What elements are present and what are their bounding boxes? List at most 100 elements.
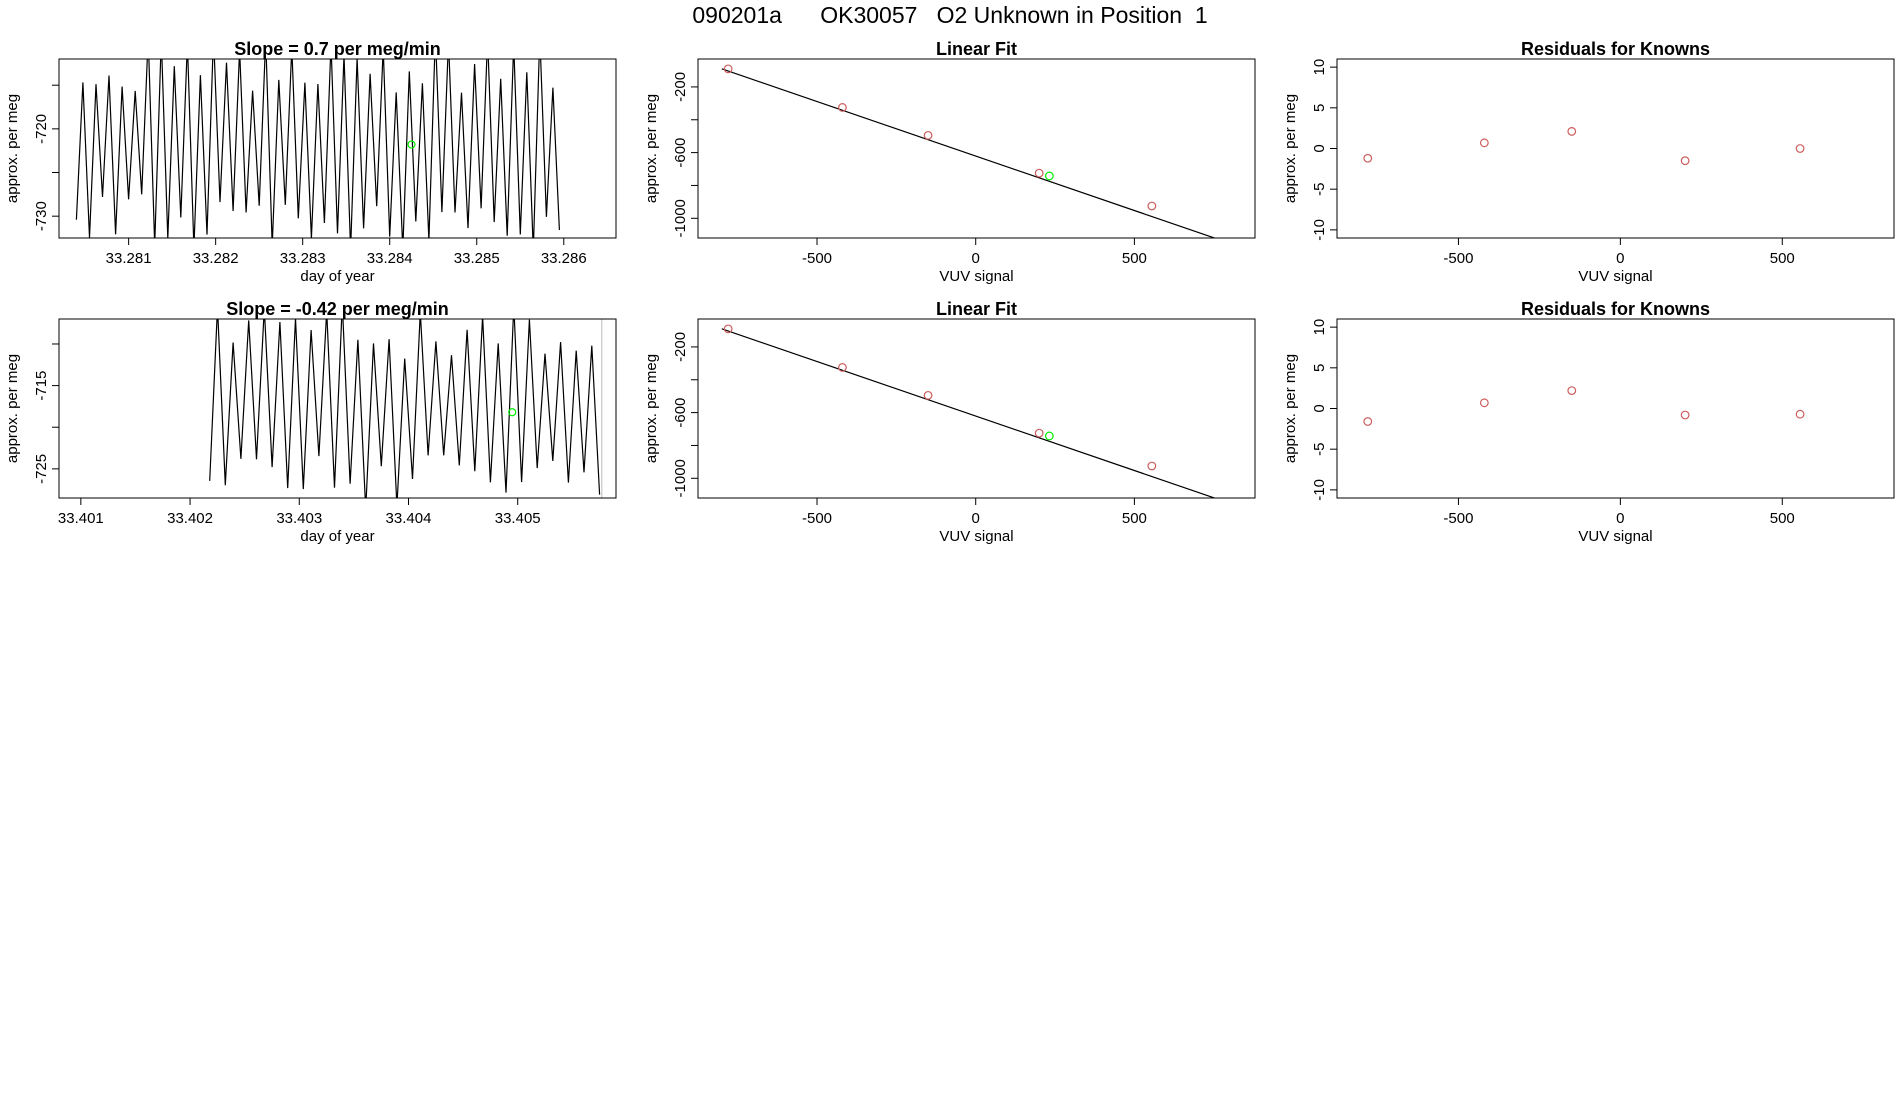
x-tick-label: 0 xyxy=(1616,510,1624,527)
signal-line xyxy=(209,319,601,498)
y-tick-label: 5 xyxy=(1311,364,1328,372)
residual-point xyxy=(1567,127,1577,136)
y-tick-label: -10 xyxy=(1311,219,1328,241)
chart-data-layer xyxy=(75,59,560,238)
y-tick-label: -725 xyxy=(33,454,50,484)
fit-line xyxy=(721,68,1217,238)
plot-frame xyxy=(58,318,617,499)
x-tick-label: 33.282 xyxy=(193,250,239,267)
plot-frame xyxy=(1336,58,1895,239)
residual-point xyxy=(1795,409,1805,419)
residual-point xyxy=(1363,417,1373,426)
chart-title: Residuals for Knowns xyxy=(1521,39,1710,59)
known-point xyxy=(1147,201,1157,211)
chart-data-layer xyxy=(1363,386,1805,426)
unknown-point xyxy=(1044,431,1054,441)
residual-point xyxy=(1479,138,1489,148)
y-tick-label: -730 xyxy=(33,201,50,231)
chart-panel-p2: Linear Fit -500 0 500 VUV signal -1000 -600 -20… xyxy=(643,39,1256,285)
y-tick-label: -200 xyxy=(672,332,689,362)
chart-panel-p1: Slope = 0.7 per meg/min 33.281 33.282 33.28… xyxy=(4,39,617,285)
chart-title: Residuals for Knowns xyxy=(1521,299,1710,319)
residual-point xyxy=(1680,156,1690,166)
residual-point xyxy=(1680,410,1690,420)
known-point xyxy=(723,64,733,74)
x-axis-label: VUV signal xyxy=(1578,528,1652,545)
y-tick-label: -1000 xyxy=(672,199,689,237)
plot-frame xyxy=(58,58,617,239)
y-tick-label: 10 xyxy=(1311,59,1328,76)
x-tick-label: 33.283 xyxy=(280,250,326,267)
y-axis-label: approx. per meg xyxy=(4,354,21,463)
y-axis-label: approx. per meg xyxy=(1282,94,1299,203)
chart-data-layer xyxy=(1363,127,1805,166)
known-point xyxy=(838,103,847,112)
y-tick-label: -600 xyxy=(672,138,689,168)
x-tick-label: -500 xyxy=(802,250,832,267)
fit-line xyxy=(721,328,1217,498)
x-tick-label: -500 xyxy=(1443,510,1473,527)
y-axis-label: approx. per meg xyxy=(643,354,660,463)
y-tick-label: 5 xyxy=(1311,104,1328,112)
chart-title: Linear Fit xyxy=(936,299,1017,319)
unknown-point xyxy=(1044,171,1054,181)
x-tick-label: 500 xyxy=(1122,510,1147,527)
x-tick-label: 500 xyxy=(1122,250,1147,267)
y-axis-label: approx. per meg xyxy=(1282,354,1299,463)
chart-panel-p6: Residuals for Knowns -500 0 500 VUV signal -1… xyxy=(1282,299,1895,545)
y-axis-label: approx. per meg xyxy=(4,94,21,203)
residual-point xyxy=(1363,153,1373,163)
y-tick-label: 10 xyxy=(1311,319,1328,336)
plot-frame xyxy=(1336,318,1895,499)
known-point xyxy=(923,390,933,400)
y-tick-label: -715 xyxy=(33,371,50,401)
x-tick-label: -500 xyxy=(802,510,832,527)
y-tick-label: -1000 xyxy=(672,459,689,497)
x-tick-label: 33.405 xyxy=(495,510,541,527)
x-axis-label: day of year xyxy=(300,268,374,285)
plot-frame xyxy=(697,318,1256,499)
chart-title: Slope = 0.7 per meg/min xyxy=(234,39,441,59)
chart-panel-p3: Residuals for Knowns -500 0 500 VUV signal -1… xyxy=(1282,39,1895,285)
known-point xyxy=(1034,168,1044,178)
chart-panel-p5: Linear Fit -500 0 500 VUV signal -1000 -600 -20… xyxy=(643,299,1256,545)
y-tick-label: -5 xyxy=(1311,443,1328,456)
known-point xyxy=(1034,428,1044,438)
residual-point xyxy=(1567,386,1577,396)
x-tick-label: 33.284 xyxy=(367,250,413,267)
x-axis-label: VUV signal xyxy=(939,528,1013,545)
x-tick-label: 33.403 xyxy=(276,510,322,527)
known-point xyxy=(923,130,933,140)
y-axis-label: approx. per meg xyxy=(643,94,660,203)
x-axis-label: VUV signal xyxy=(939,268,1013,285)
x-tick-label: 33.281 xyxy=(106,250,152,267)
chart-data-layer xyxy=(209,319,603,498)
x-tick-label: 33.401 xyxy=(58,510,104,527)
residual-point xyxy=(1795,144,1805,153)
x-tick-label: 0 xyxy=(972,250,980,267)
y-tick-label: -5 xyxy=(1311,183,1328,196)
x-axis-label: VUV signal xyxy=(1578,268,1652,285)
x-tick-label: 33.404 xyxy=(386,510,432,527)
unknown-marker xyxy=(508,408,517,417)
x-tick-label: 500 xyxy=(1770,250,1795,267)
y-tick-label: -720 xyxy=(33,114,50,144)
y-tick-label: -200 xyxy=(672,72,689,102)
y-tick-label: -10 xyxy=(1311,479,1328,501)
x-tick-label: 33.286 xyxy=(541,250,587,267)
figure-title: 090201a OK30057 O2 Unknown in Position 1 xyxy=(692,2,1208,28)
chart-title: Slope = -0.42 per meg/min xyxy=(226,299,449,319)
residual-point xyxy=(1479,398,1489,408)
chart-data-layer xyxy=(721,324,1217,498)
x-tick-label: 0 xyxy=(972,510,980,527)
x-axis-label: day of year xyxy=(300,528,374,545)
x-tick-label: 500 xyxy=(1770,510,1795,527)
known-point xyxy=(838,363,847,372)
chart-panel-p4: Slope = -0.42 per meg/min 33.401 33.402 33.… xyxy=(4,299,617,545)
signal-line xyxy=(75,59,560,238)
y-tick-label: 0 xyxy=(1311,144,1328,152)
unknown-marker xyxy=(407,140,416,149)
y-tick-label: 0 xyxy=(1311,404,1328,412)
known-point xyxy=(1147,461,1157,471)
